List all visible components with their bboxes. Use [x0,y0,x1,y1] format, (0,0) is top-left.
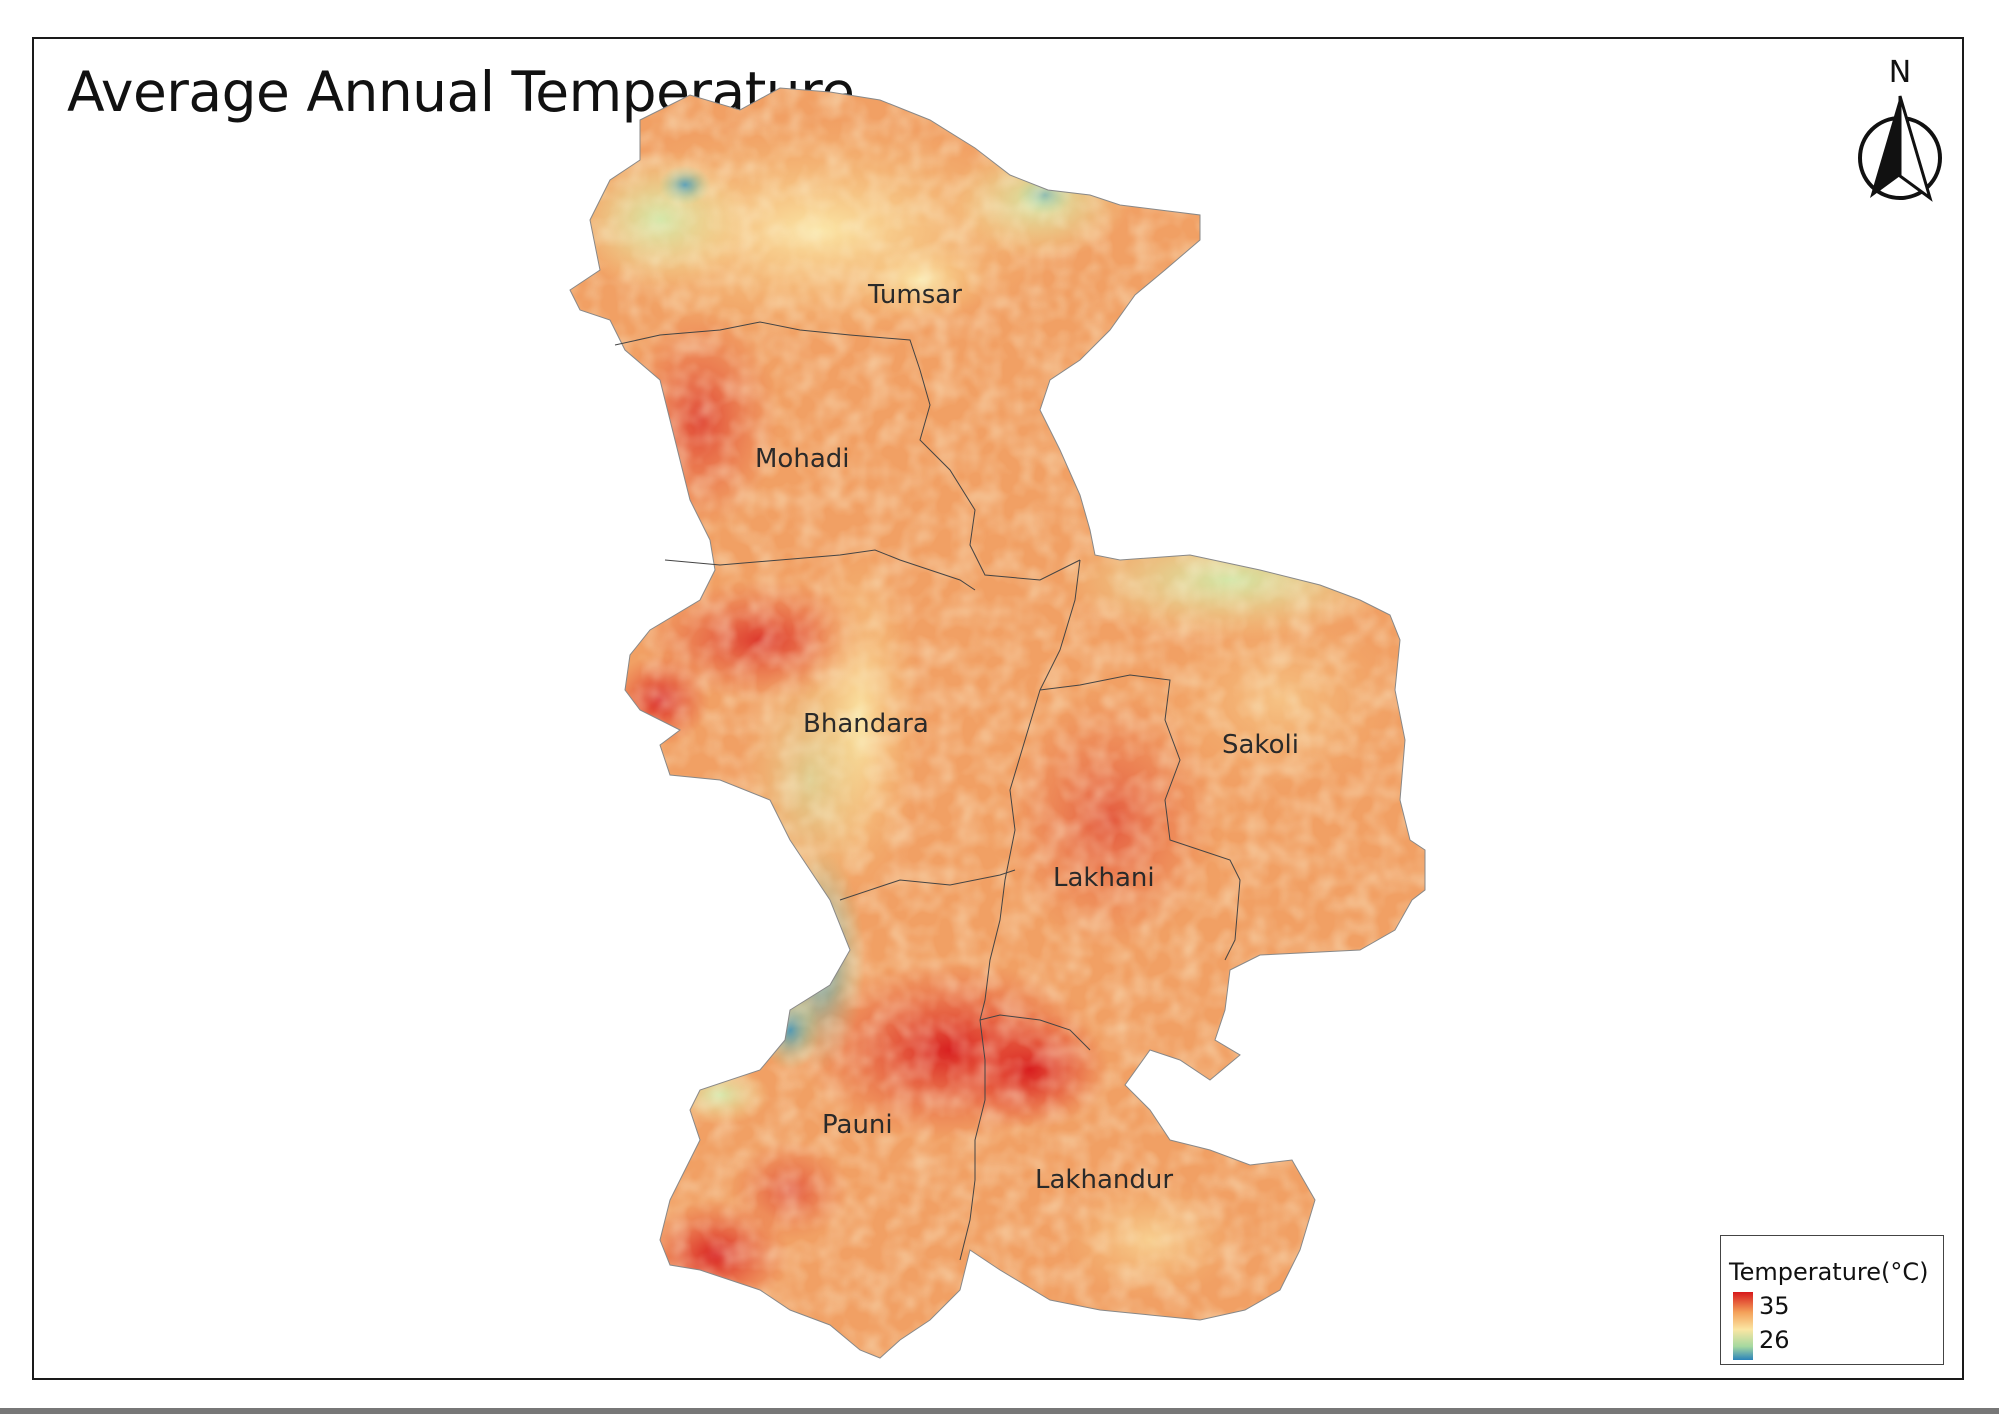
region-labels: Tumsar Mohadi Bhandara Sakoli Lakhani Pa… [755,280,1299,1195]
legend-min-value: 26 [1759,1326,1790,1354]
temperature-raster [570,88,1425,1358]
region-label-lakhani: Lakhani [1053,863,1155,893]
region-label-bhandara: Bhandara [803,709,929,739]
region-label-lakhandur: Lakhandur [1035,1165,1173,1195]
north-arrow-icon: N [1858,58,1942,202]
legend-color-ramp [1733,1292,1753,1360]
region-label-tumsar: Tumsar [867,280,962,310]
legend-max-value: 35 [1759,1292,1790,1320]
page-bottom-divider [0,1408,1999,1414]
legend-title: Temperature(°C) [1729,1258,1929,1286]
district-borders [614,321,1241,1261]
north-label: N [1889,58,1911,90]
region-label-mohadi: Mohadi [755,444,849,474]
legend: Temperature(°C) 35 26 [1720,1235,1944,1365]
region-label-sakoli: Sakoli [1222,730,1299,760]
region-label-pauni: Pauni [822,1110,893,1140]
